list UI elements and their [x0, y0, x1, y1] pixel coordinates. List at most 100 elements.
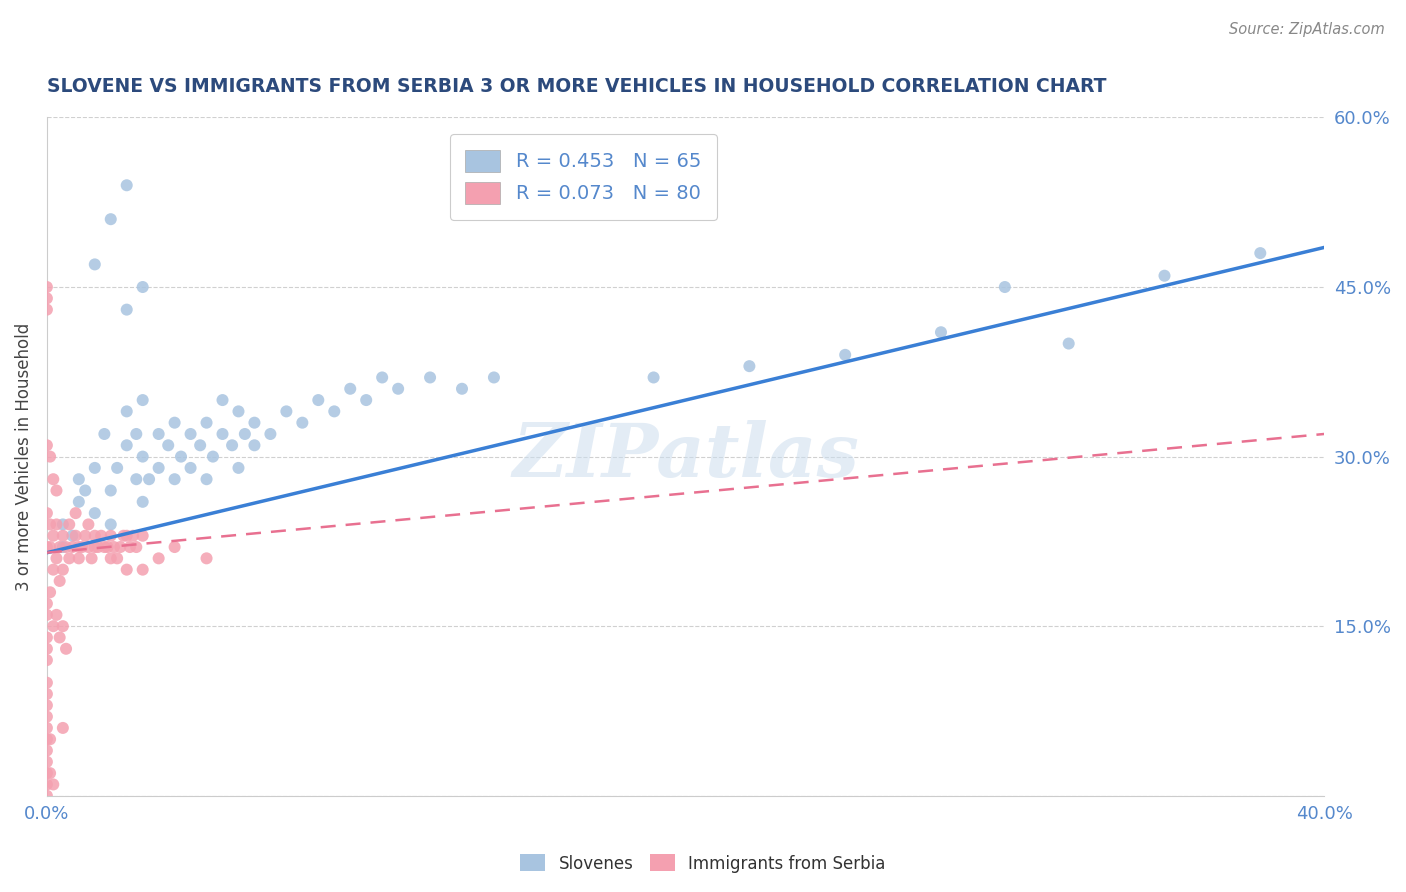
Legend: Slovenes, Immigrants from Serbia: Slovenes, Immigrants from Serbia: [513, 847, 893, 880]
Point: [75, 483, 97, 498]
Point: [195, 551, 218, 566]
Point: [93, 427, 115, 442]
Point: [339, 382, 361, 396]
Point: [35, 280, 58, 294]
Point: [35, 641, 58, 656]
Point: [35, 675, 58, 690]
Point: [35, 743, 58, 757]
Legend: R = 0.453   N = 65, R = 0.073   N = 80: R = 0.453 N = 65, R = 0.073 N = 80: [450, 134, 717, 219]
Point: [228, 461, 250, 475]
Point: [83, 506, 105, 520]
Point: [259, 427, 281, 442]
Text: Source: ZipAtlas.com: Source: ZipAtlas.com: [1229, 22, 1385, 37]
Point: [83, 529, 105, 543]
Point: [387, 382, 409, 396]
Point: [738, 359, 761, 373]
Point: [35, 597, 58, 611]
Point: [233, 427, 256, 442]
Point: [195, 416, 218, 430]
Point: [55, 540, 77, 554]
Point: [138, 472, 160, 486]
Point: [35, 687, 58, 701]
Point: [188, 438, 211, 452]
Point: [115, 563, 138, 577]
Point: [35, 732, 58, 747]
Point: [148, 551, 170, 566]
Point: [125, 540, 148, 554]
Point: [42, 777, 65, 791]
Point: [52, 529, 75, 543]
Point: [55, 641, 77, 656]
Point: [62, 529, 84, 543]
Point: [118, 540, 141, 554]
Point: [100, 529, 122, 543]
Point: [929, 325, 952, 339]
Text: SLOVENE VS IMMIGRANTS FROM SERBIA 3 OR MORE VEHICLES IN HOUSEHOLD CORRELATION CH: SLOVENE VS IMMIGRANTS FROM SERBIA 3 OR M…: [46, 78, 1107, 96]
Point: [115, 178, 138, 193]
Point: [96, 540, 118, 554]
Point: [35, 698, 58, 713]
Point: [125, 472, 148, 486]
Point: [45, 517, 67, 532]
Point: [87, 540, 110, 554]
Point: [643, 370, 665, 384]
Point: [211, 427, 233, 442]
Point: [115, 529, 138, 543]
Point: [323, 404, 346, 418]
Point: [100, 517, 122, 532]
Point: [100, 551, 122, 566]
Point: [45, 551, 67, 566]
Point: [39, 517, 62, 532]
Point: [42, 472, 65, 486]
Point: [39, 766, 62, 780]
Point: [115, 404, 138, 418]
Point: [35, 653, 58, 667]
Point: [35, 607, 58, 622]
Point: [170, 450, 193, 464]
Point: [42, 529, 65, 543]
Point: [122, 529, 145, 543]
Point: [243, 438, 266, 452]
Point: [35, 721, 58, 735]
Point: [131, 495, 153, 509]
Point: [77, 517, 100, 532]
Point: [180, 427, 202, 442]
Point: [243, 416, 266, 430]
Point: [35, 631, 58, 645]
Point: [307, 393, 329, 408]
Point: [103, 540, 125, 554]
Point: [67, 540, 90, 554]
Point: [1057, 336, 1080, 351]
Point: [39, 450, 62, 464]
Point: [157, 438, 180, 452]
Point: [52, 721, 75, 735]
Point: [45, 483, 67, 498]
Point: [52, 563, 75, 577]
Point: [221, 438, 243, 452]
Point: [48, 540, 70, 554]
Point: [77, 540, 100, 554]
Point: [228, 404, 250, 418]
Point: [131, 393, 153, 408]
Point: [131, 529, 153, 543]
Point: [52, 517, 75, 532]
Point: [35, 789, 58, 803]
Point: [131, 280, 153, 294]
Point: [58, 551, 80, 566]
Point: [83, 257, 105, 271]
Point: [35, 540, 58, 554]
Point: [45, 607, 67, 622]
Point: [180, 461, 202, 475]
Point: [1249, 246, 1271, 260]
Point: [110, 540, 132, 554]
Point: [35, 291, 58, 305]
Point: [371, 370, 394, 384]
Point: [65, 529, 87, 543]
Point: [115, 438, 138, 452]
Point: [67, 495, 90, 509]
Point: [39, 732, 62, 747]
Point: [131, 563, 153, 577]
Point: [125, 427, 148, 442]
Point: [70, 540, 93, 554]
Point: [52, 540, 75, 554]
